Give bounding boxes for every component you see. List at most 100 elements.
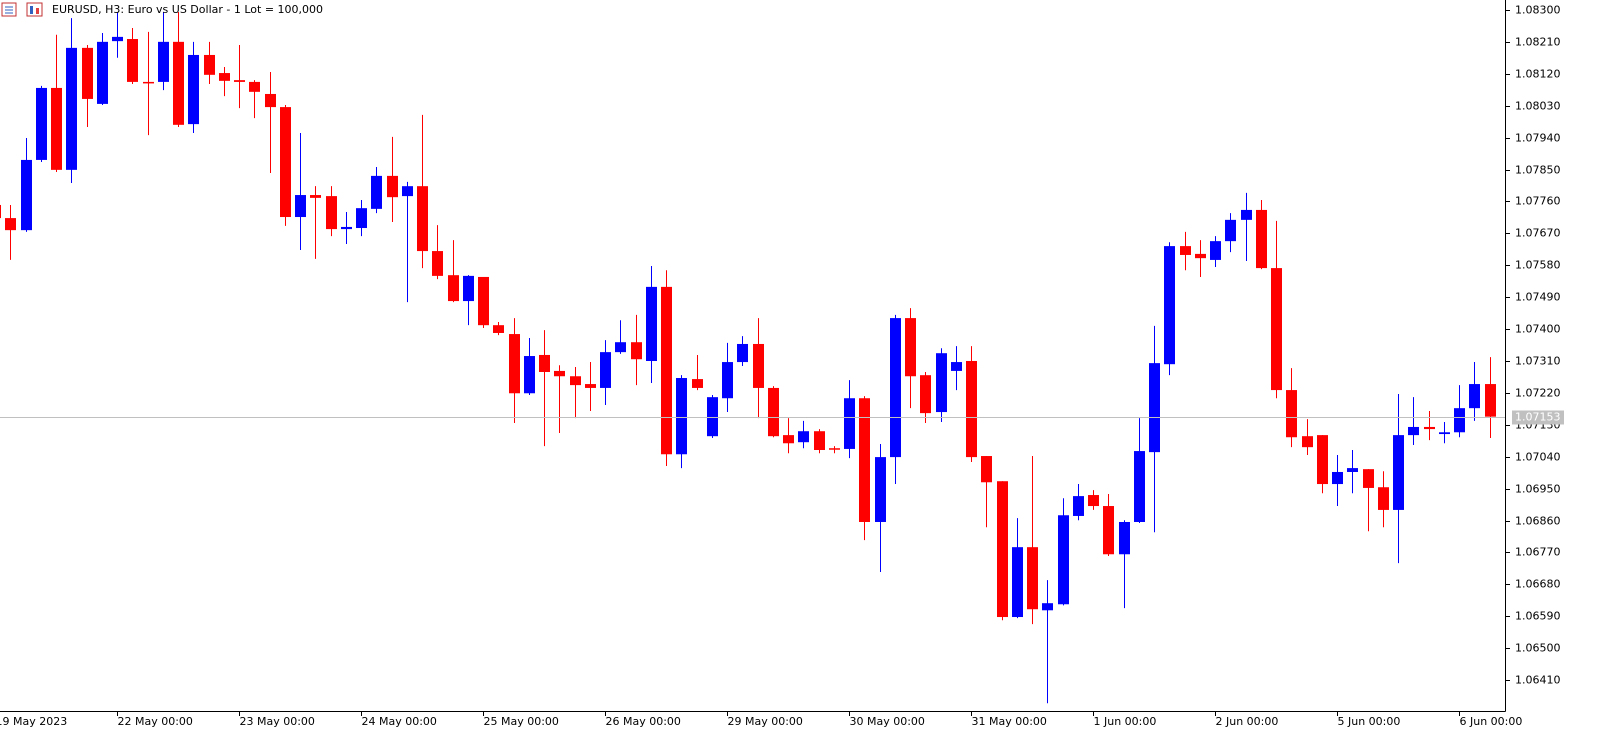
chart-title: EURUSD, H3: Euro vs US Dollar - 1 Lot = … xyxy=(52,3,323,16)
candle-body xyxy=(1256,209,1267,269)
candle-body xyxy=(1241,209,1252,220)
candle-body xyxy=(509,334,520,394)
candle-body xyxy=(371,175,382,209)
x-tick-label: 25 May 00:00 xyxy=(484,715,559,728)
candle-body xyxy=(1424,426,1435,430)
candle-body xyxy=(1134,451,1145,522)
candle-body xyxy=(890,318,901,458)
candle-body xyxy=(951,362,962,371)
candle-body xyxy=(173,41,184,125)
candle-body xyxy=(249,81,260,92)
candle-body xyxy=(753,343,764,388)
candle-body xyxy=(417,186,428,252)
candle-body xyxy=(1317,435,1328,485)
candle-body xyxy=(570,376,581,386)
candle-body xyxy=(798,431,809,443)
candle-body xyxy=(1439,432,1450,435)
y-tick-label: 1.07310 xyxy=(1515,355,1561,368)
candle-body xyxy=(646,286,657,361)
y-tick-label: 1.06860 xyxy=(1515,515,1561,528)
y-tick-label: 1.07850 xyxy=(1515,164,1561,177)
candle-body xyxy=(219,73,230,81)
candle-body xyxy=(1454,408,1465,433)
candle-body xyxy=(1088,495,1099,507)
y-tick-label: 1.08210 xyxy=(1515,36,1561,49)
candle-body xyxy=(1210,241,1221,260)
y-tick-label: 1.07220 xyxy=(1515,387,1561,400)
candle-body xyxy=(204,54,215,75)
candle-body xyxy=(1180,246,1191,255)
candle-body xyxy=(188,54,199,125)
candle-body xyxy=(1164,246,1175,365)
x-tick-label: 31 May 00:00 xyxy=(972,715,1047,728)
candle-body xyxy=(1149,363,1160,453)
candle-body xyxy=(600,352,611,388)
candle-body xyxy=(631,342,642,360)
candle-body xyxy=(814,431,825,451)
candle-body xyxy=(1485,384,1496,417)
candle-body xyxy=(112,36,123,42)
candle-body xyxy=(478,276,489,326)
last-price-box xyxy=(1512,410,1564,425)
candle-body xyxy=(905,318,916,377)
candle-body xyxy=(1393,435,1404,510)
x-tick-label: 30 May 00:00 xyxy=(850,715,925,728)
candle-body xyxy=(1332,471,1343,485)
candle-body xyxy=(280,107,291,218)
x-tick-label: 22 May 00:00 xyxy=(118,715,193,728)
candle-body xyxy=(326,196,337,230)
x-tick-label: 6 Jun 00:00 xyxy=(1460,715,1523,728)
x-tick-label: 29 May 00:00 xyxy=(728,715,803,728)
candle-body xyxy=(1286,390,1297,438)
y-tick-label: 1.06950 xyxy=(1515,483,1561,496)
candle-body xyxy=(127,39,138,82)
y-tick-label: 1.07670 xyxy=(1515,227,1561,240)
candle-body xyxy=(737,343,748,363)
candle-body xyxy=(1225,219,1236,242)
candle-body xyxy=(1073,496,1084,516)
candle-body xyxy=(676,378,687,455)
candle-body xyxy=(341,226,352,230)
candle-body xyxy=(1027,547,1038,610)
candle-body xyxy=(585,384,596,388)
candle-body xyxy=(448,275,459,302)
candle-body xyxy=(1012,547,1023,618)
candle-body xyxy=(463,275,474,302)
icon-chart-bar xyxy=(30,6,33,14)
candle-body xyxy=(692,379,703,388)
y-tick-label: 1.06590 xyxy=(1515,610,1561,623)
candle-body xyxy=(1378,487,1389,510)
candle-body xyxy=(97,41,108,104)
icon-chart[interactable] xyxy=(26,2,43,17)
candle-body xyxy=(21,159,32,231)
candle-body xyxy=(158,41,169,82)
candle-body xyxy=(981,456,992,483)
y-tick-label: 1.07040 xyxy=(1515,451,1561,464)
candle-body xyxy=(997,481,1008,618)
candle-body xyxy=(402,186,413,197)
candle-body xyxy=(66,47,77,170)
candle-body xyxy=(966,360,977,458)
candle-body xyxy=(1103,506,1114,555)
candle-body xyxy=(1469,384,1480,409)
candle-body xyxy=(539,354,550,372)
y-tick-label: 1.07940 xyxy=(1515,132,1561,145)
candle-body xyxy=(493,325,504,333)
candle-body xyxy=(1271,268,1282,391)
candle-body xyxy=(0,204,1,219)
candle-body xyxy=(829,448,840,450)
candle-body xyxy=(1302,436,1313,448)
y-tick-label: 1.06680 xyxy=(1515,578,1561,591)
x-tick-label: 23 May 00:00 xyxy=(240,715,315,728)
x-tick-label: 5 Jun 00:00 xyxy=(1338,715,1401,728)
last-price-label: 1.07153 xyxy=(1515,411,1561,424)
candle-body xyxy=(707,397,718,437)
candle-body xyxy=(1058,515,1069,605)
y-tick-label: 1.06770 xyxy=(1515,546,1561,559)
candle-body xyxy=(51,87,62,170)
candle-body xyxy=(524,356,535,394)
candle-body xyxy=(1347,468,1358,472)
candle-body xyxy=(1119,521,1130,555)
